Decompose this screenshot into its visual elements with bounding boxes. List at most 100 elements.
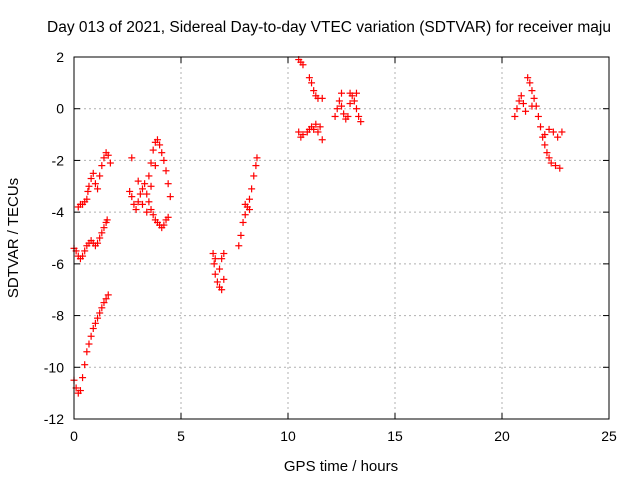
data-point	[352, 105, 360, 113]
data-point	[545, 125, 553, 133]
data-point	[84, 187, 92, 195]
data-point	[104, 291, 112, 299]
point-series-seg-e-loop	[145, 136, 174, 201]
point-series-seg-f-dip	[209, 250, 228, 294]
data-point	[156, 141, 164, 149]
data-point	[549, 128, 557, 136]
data-point	[89, 325, 97, 332]
data-point	[164, 213, 172, 221]
x-tick-label: 0	[70, 428, 78, 444]
point-series-seg-b-mid	[70, 216, 111, 263]
data-point	[310, 125, 318, 133]
data-point	[145, 198, 153, 206]
y-tick-label: -10	[44, 359, 64, 375]
data-point	[132, 206, 140, 214]
data-point	[314, 128, 322, 136]
data-point	[545, 154, 553, 162]
data-point	[126, 187, 134, 195]
data-point	[94, 314, 102, 322]
data-point	[335, 97, 343, 105]
point-series-seg-c-upper	[74, 149, 114, 211]
data-point	[87, 175, 95, 183]
data-point	[248, 185, 256, 193]
data-point	[96, 172, 104, 180]
data-point	[85, 182, 93, 190]
data-point	[318, 94, 326, 102]
data-point	[517, 92, 525, 100]
y-axis-label: SDTVAR / TECUs	[5, 178, 22, 298]
x-tick-label: 5	[177, 428, 185, 444]
data-point	[305, 74, 313, 82]
data-point	[299, 131, 307, 139]
data-point	[312, 120, 320, 128]
data-point	[141, 180, 149, 188]
data-point	[241, 200, 249, 208]
data-point	[220, 275, 228, 283]
data-point	[128, 154, 136, 162]
data-point	[94, 239, 102, 247]
point-series-seg-k-late	[511, 74, 566, 172]
data-point	[556, 164, 564, 172]
data-point	[79, 252, 87, 260]
data-point	[235, 242, 243, 250]
chart-title: Day 013 of 2021, Sidereal Day-to-day VTE…	[47, 19, 611, 36]
data-point	[352, 89, 360, 97]
x-axis-label: GPS time / hours	[284, 458, 398, 475]
y-tick-label: -4	[52, 204, 65, 220]
data-point	[547, 159, 555, 167]
data-point	[350, 97, 358, 105]
data-point	[138, 185, 146, 193]
data-point	[81, 247, 89, 255]
data-point	[138, 200, 146, 208]
data-point	[151, 162, 159, 170]
y-tick-label: 0	[56, 101, 64, 117]
data-point	[534, 112, 542, 120]
y-tick-label: 2	[56, 49, 64, 65]
data-point	[552, 162, 559, 170]
data-point	[100, 224, 108, 232]
data-point	[85, 340, 93, 348]
data-point	[104, 151, 112, 159]
data-point	[515, 97, 523, 105]
data-point	[355, 112, 363, 120]
data-point	[160, 221, 168, 229]
data-point	[541, 131, 549, 139]
data-point	[96, 309, 104, 317]
data-point	[134, 177, 142, 185]
data-point	[79, 374, 87, 382]
data-point	[210, 260, 218, 268]
data-point	[241, 211, 249, 219]
data-point	[209, 250, 217, 258]
data-point	[250, 172, 258, 180]
data-point	[295, 128, 303, 136]
data-point	[522, 107, 530, 115]
data-point	[96, 234, 104, 242]
data-point	[98, 304, 106, 312]
data-point	[164, 180, 172, 188]
data-point	[310, 87, 318, 95]
data-point	[526, 79, 534, 87]
data-point	[98, 162, 106, 170]
data-point	[541, 141, 549, 149]
data-point	[91, 319, 99, 327]
data-point	[299, 61, 307, 69]
data-point	[100, 299, 108, 307]
data-point	[220, 250, 228, 258]
y-tick-label: -8	[52, 308, 65, 324]
data-point	[213, 278, 221, 286]
data-point	[333, 105, 341, 113]
data-point	[76, 387, 84, 395]
data-point	[134, 198, 142, 206]
data-point	[89, 169, 97, 177]
data-point	[147, 206, 155, 214]
point-series-seg-j-band	[331, 89, 365, 126]
x-tick-label: 15	[387, 428, 403, 444]
data-point	[346, 100, 354, 108]
data-point	[340, 110, 348, 118]
data-point	[103, 216, 111, 224]
data-point	[81, 361, 89, 369]
data-point	[253, 154, 261, 162]
data-point	[145, 172, 153, 180]
data-point	[338, 89, 345, 97]
